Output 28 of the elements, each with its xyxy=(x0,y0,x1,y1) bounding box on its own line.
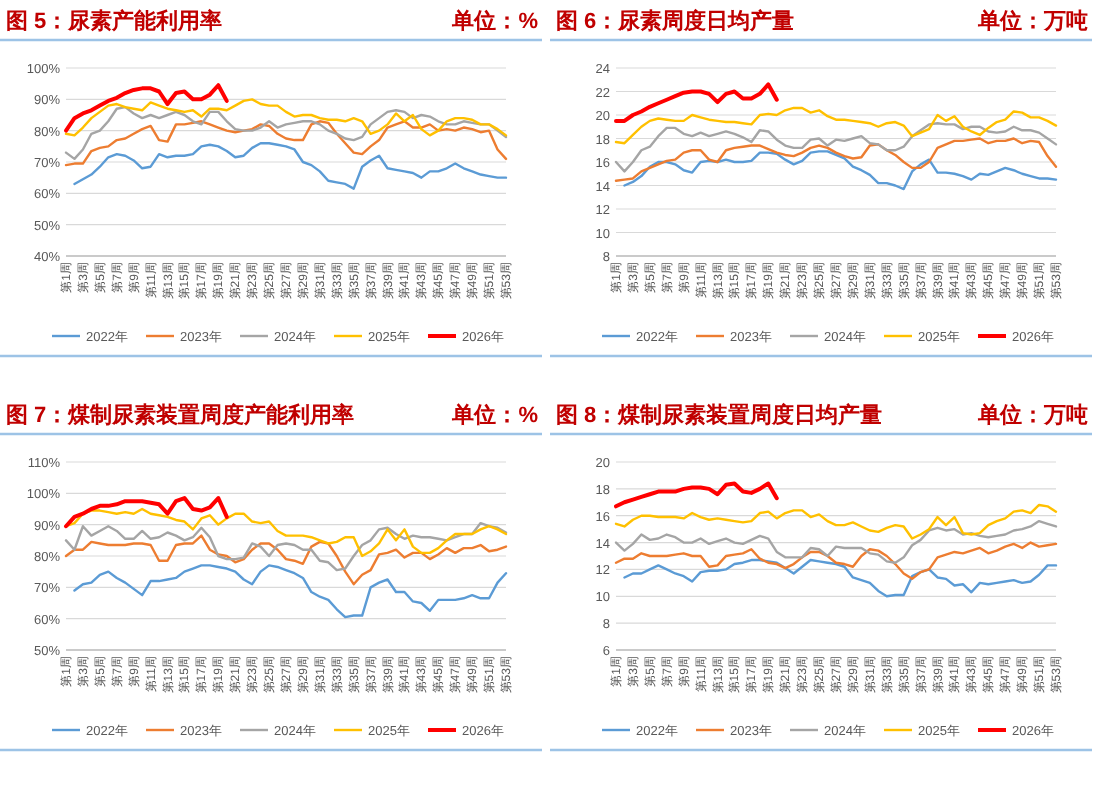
line-series xyxy=(614,82,779,123)
chart-title: 图 5：尿素产能利用率 xyxy=(6,8,223,34)
line-series xyxy=(614,519,1058,564)
line-series xyxy=(64,83,229,133)
chart-subtitle: 单位：万吨 xyxy=(976,8,1088,34)
line-series xyxy=(64,98,508,137)
chart-subtitle: 单位：万吨 xyxy=(976,402,1088,428)
line-series xyxy=(64,521,508,572)
chart-subtitle: 单位：% xyxy=(450,402,539,428)
chart-title: 图 7：煤制尿素装置周度产能利用率 xyxy=(6,402,355,428)
line-series xyxy=(64,105,508,161)
line-series xyxy=(614,137,1058,182)
line-series xyxy=(73,564,508,619)
line-series xyxy=(623,150,1058,191)
line-series xyxy=(623,558,1058,598)
chart-title: 图 6：尿素周度日均产量 xyxy=(556,8,795,34)
line-series xyxy=(614,481,779,509)
line-series xyxy=(614,122,1058,173)
line-series xyxy=(64,120,508,167)
chart-title: 图 8：煤制尿素装置周度日均产量 xyxy=(556,402,883,428)
line-series xyxy=(64,496,229,529)
line-series xyxy=(614,106,1058,145)
chart-subtitle: 单位：% xyxy=(450,8,539,34)
line-series xyxy=(614,503,1058,540)
line-series xyxy=(614,541,1058,581)
line-series xyxy=(64,534,508,586)
line-series xyxy=(64,507,508,558)
line-series xyxy=(73,142,508,190)
